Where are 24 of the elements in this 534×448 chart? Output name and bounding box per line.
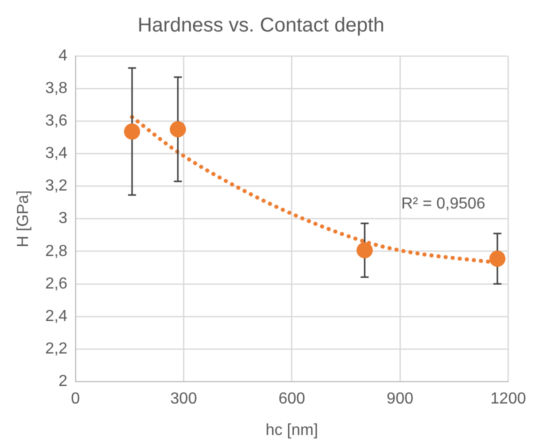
y-tick-label: 3 [58,210,68,228]
y-axis-title: H [GPa] [15,190,32,248]
y-tick-label: 2,4 [45,308,68,325]
y-tick-label: 2,2 [45,340,68,358]
y-tick-label: 4 [58,47,68,64]
y-tick-label: 2 [58,373,68,390]
x-tick-label: 600 [278,390,306,408]
y-tick-label: 3,2 [45,178,68,195]
x-axis-title: hc [nm] [266,422,318,439]
x-tick-label: 1200 [490,390,526,408]
x-tick-label: 0 [70,390,80,408]
point [124,124,140,140]
point [356,242,373,258]
x-tick-label: 300 [170,390,198,408]
y-tick-label: 3,4 [45,145,68,162]
y-tick-label: 3,8 [45,80,68,97]
chart-title: Hardness vs. Contact depth [138,14,384,37]
point [489,250,506,267]
annotation: R² = 0,9506 [401,196,486,213]
y-tick-label: 3,6 [45,112,68,130]
y-tick-label: 2,6 [45,275,68,292]
x-tick-label: 900 [386,390,414,408]
point [170,121,186,138]
y-tick-label: 2,8 [45,242,68,260]
